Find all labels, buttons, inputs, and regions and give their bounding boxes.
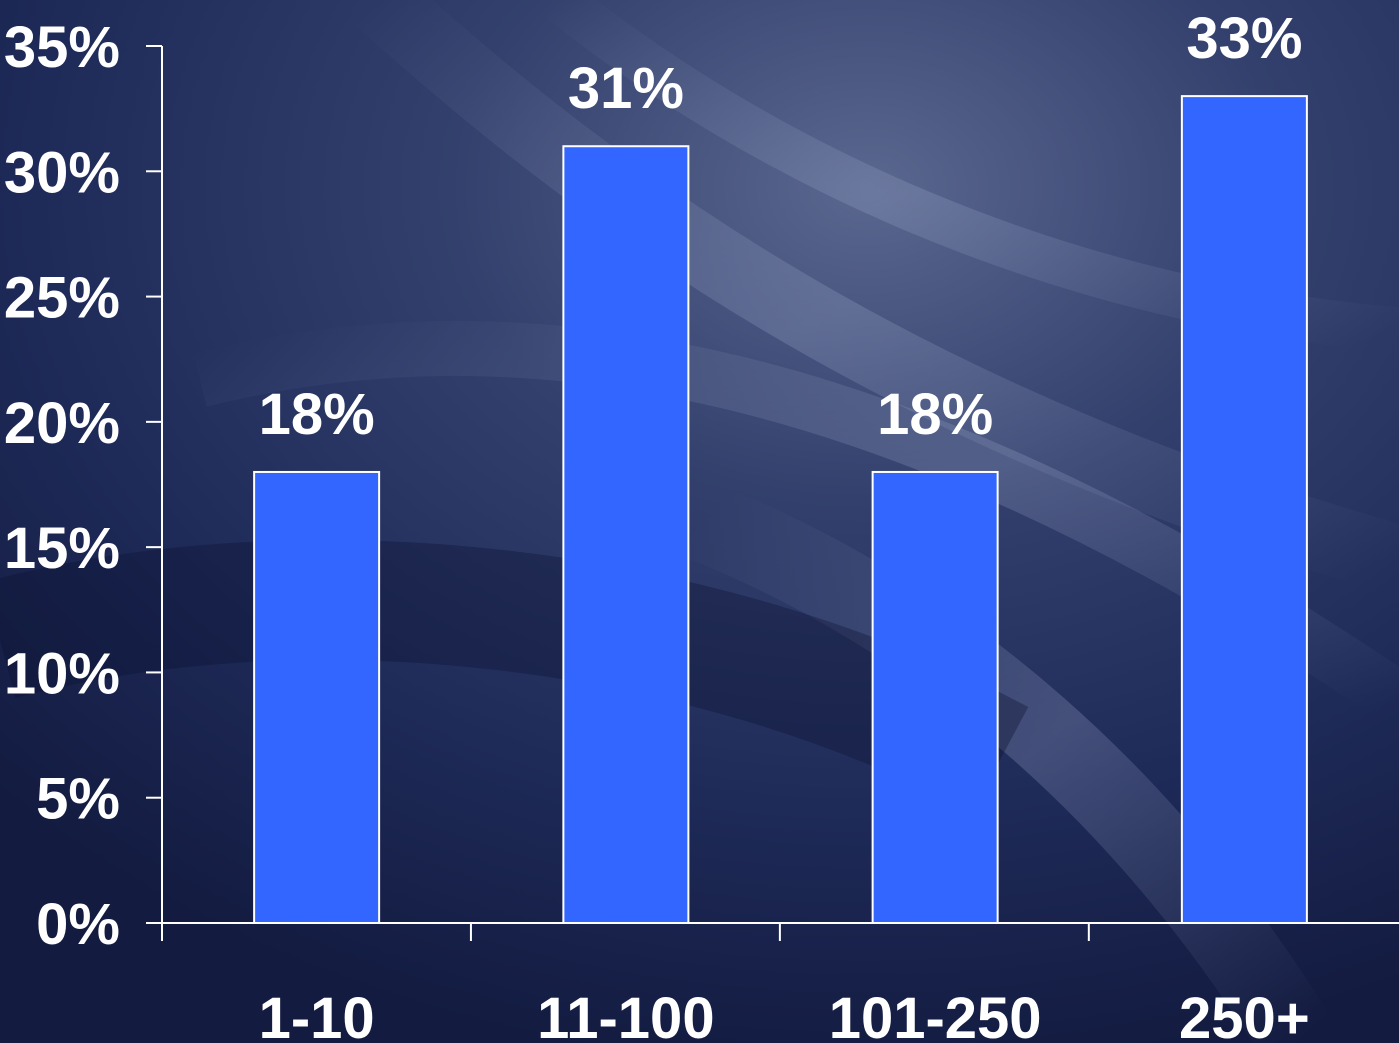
y-tick-label: 15%	[4, 516, 120, 581]
data-label: 18%	[259, 382, 375, 447]
category-label: 101-250	[829, 986, 1042, 1043]
data-label: 31%	[568, 56, 684, 121]
y-tick-label: 25%	[4, 266, 120, 331]
data-label: 33%	[1186, 6, 1302, 71]
bar-101-250	[871, 470, 999, 924]
bar-250+	[1180, 95, 1308, 925]
bars	[253, 95, 1308, 925]
labels: 0% 5% 10% 15% 20% 25% 30% 35% 18% 1-10 31% 11-100 18…	[4, 6, 1310, 1043]
data-label: 18%	[877, 382, 993, 447]
y-tick-label: 30%	[4, 140, 120, 205]
bar-1-10	[253, 470, 381, 924]
category-label: 1-10	[259, 986, 375, 1043]
y-tick-label: 10%	[4, 641, 120, 706]
y-tick-label: 5%	[36, 767, 120, 832]
category-label: 250+	[1179, 986, 1310, 1043]
y-tick-label: 20%	[4, 391, 120, 456]
bar-11-100	[562, 145, 690, 924]
category-label: 11-100	[537, 986, 714, 1043]
y-tick-label: 35%	[4, 15, 120, 80]
y-tick-label: 0%	[36, 892, 120, 957]
